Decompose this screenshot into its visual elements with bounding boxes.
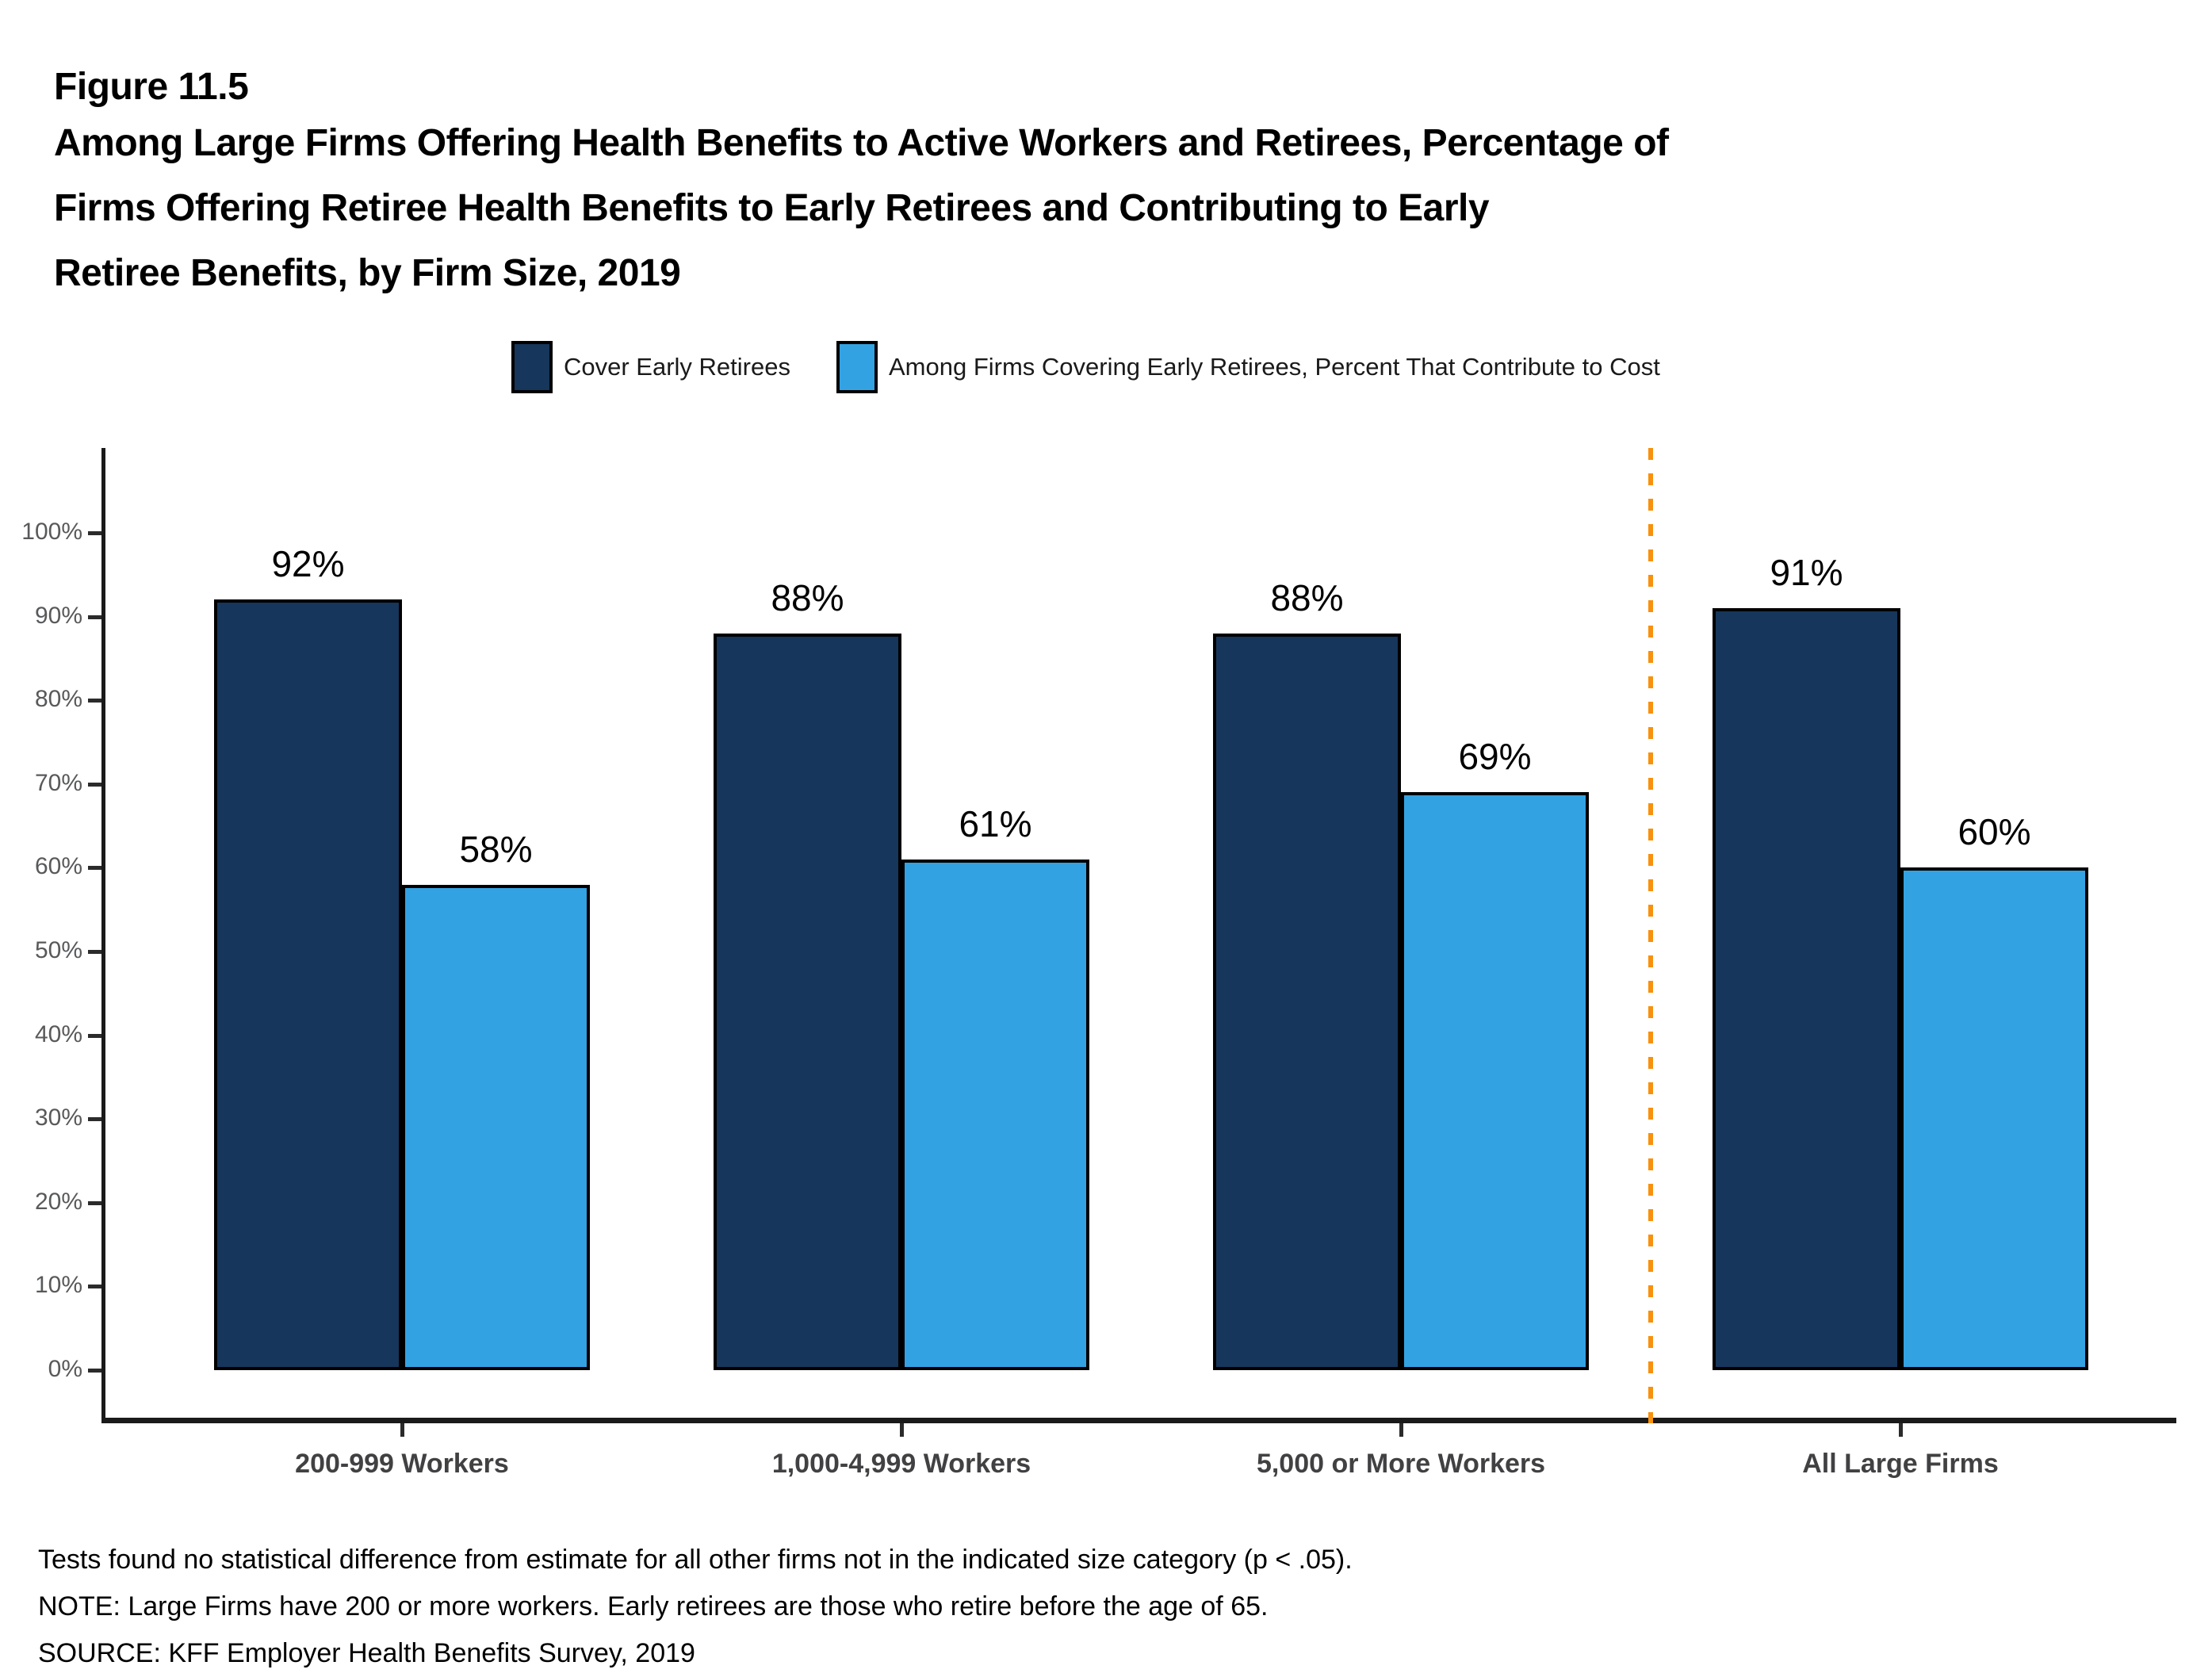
x-axis [101, 1418, 2176, 1423]
footnote-note: NOTE: Large Firms have 200 or more worke… [38, 1591, 1269, 1621]
bar-light-4 [1900, 867, 2088, 1370]
bar-dark-1 [214, 599, 402, 1370]
x-category-label: 200-999 Workers [295, 1449, 509, 1479]
y-tick-label: 100% [21, 519, 82, 545]
x-category-label: 1,000-4,999 Workers [771, 1449, 1031, 1479]
y-tick-label: 60% [34, 853, 82, 880]
y-tick-label: 90% [34, 602, 82, 629]
value-label: 91% [1770, 552, 1843, 594]
y-axis-tick [88, 1117, 101, 1122]
value-label: 60% [1958, 811, 2031, 853]
y-axis-tick [88, 950, 101, 954]
y-tick-label: 20% [34, 1188, 82, 1215]
x-category-label: All Large Firms [1802, 1449, 1999, 1479]
figure-title-line-2: Firms Offering Retiree Health Benefits t… [54, 187, 1490, 229]
bar-light-3 [1401, 792, 1589, 1370]
y-tick-label: 10% [34, 1272, 82, 1299]
x-axis-tick [1399, 1423, 1403, 1437]
bar-dark-2 [714, 633, 901, 1370]
footnote-source: SOURCE: KFF Employer Health Benefits Sur… [38, 1638, 695, 1668]
legend-label: Among Firms Covering Early Retirees, Per… [888, 353, 1660, 381]
y-tick-label: 0% [48, 1356, 82, 1382]
x-axis-tick [400, 1423, 404, 1437]
figure-label: Figure 11.5 [54, 66, 249, 108]
y-axis-tick [88, 699, 101, 703]
separator-dashed-line [1648, 448, 1653, 1423]
y-tick-label: 40% [34, 1020, 82, 1047]
y-tick-label: 70% [34, 769, 82, 796]
figure-title-line-1: Among Large Firms Offering Health Benefi… [54, 122, 1669, 164]
legend-label: Cover Early Retirees [564, 353, 790, 381]
legend: Cover Early Retirees Among Firms Coverin… [511, 341, 1660, 393]
bar-light-2 [901, 859, 1089, 1370]
legend-item-contribute-to-cost: Among Firms Covering Early Retirees, Per… [836, 341, 1660, 393]
value-label: 92% [271, 543, 345, 585]
value-label: 69% [1458, 736, 1532, 778]
figure-title-line-3: Retiree Benefits, by Firm Size, 2019 [54, 252, 681, 294]
y-axis [101, 448, 105, 1423]
value-label: 58% [459, 828, 533, 870]
y-axis-tick [88, 782, 101, 787]
footnote-stat-test: Tests found no statistical difference fr… [38, 1545, 1353, 1575]
y-axis-tick [88, 1369, 101, 1373]
bar-light-1 [402, 884, 590, 1370]
y-axis-tick [88, 615, 101, 619]
y-tick-label: 30% [34, 1105, 82, 1131]
value-label: 61% [959, 802, 1032, 844]
y-axis-tick [88, 866, 101, 871]
bar-dark-4 [1713, 608, 1900, 1370]
footnotes: Tests found no statistical difference fr… [38, 1537, 1353, 1677]
value-label: 88% [771, 576, 844, 618]
legend-swatch-light [836, 341, 878, 393]
x-axis-tick [900, 1423, 904, 1437]
y-tick-label: 50% [34, 937, 82, 963]
y-axis-tick [88, 531, 101, 535]
plot-area: 0% 10% 20% 30% 40% 50% 60% 70% 80% 90% 100% 92% 58% 2… [21, 448, 2176, 1479]
y-axis-tick [88, 1033, 101, 1038]
y-axis-tick [88, 1200, 101, 1205]
x-category-label: 5,000 or More Workers [1256, 1449, 1546, 1479]
legend-item-cover-early-retirees: Cover Early Retirees [511, 341, 790, 393]
bar-dark-3 [1213, 633, 1401, 1370]
y-axis-tick [88, 1285, 101, 1289]
legend-swatch-dark [511, 341, 553, 393]
value-label: 88% [1270, 576, 1344, 618]
x-axis-tick [1899, 1423, 1903, 1437]
y-tick-label: 80% [34, 686, 82, 713]
figure-header: Figure 11.5 Among Large Firms Offering H… [54, 63, 2115, 306]
